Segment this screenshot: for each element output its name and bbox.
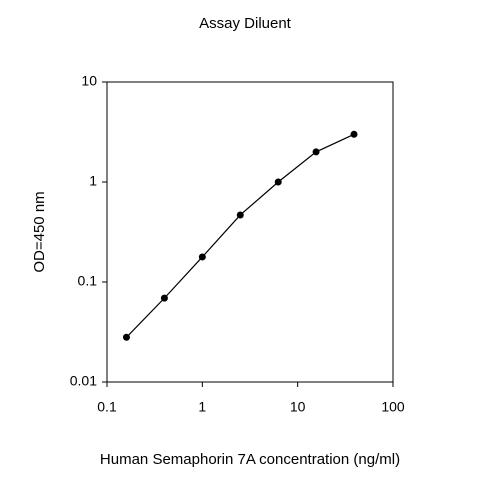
data-point — [236, 211, 244, 219]
data-point — [350, 130, 358, 138]
data-point — [160, 294, 168, 302]
plot-frame — [106, 81, 394, 383]
chart-title: Assay Diluent — [199, 15, 292, 32]
data-point — [198, 253, 206, 261]
y-tick-label: 1 — [89, 173, 97, 189]
y-axis-label: OD=450 nm — [31, 191, 48, 272]
x-tick-label: 10 — [290, 399, 306, 415]
y-tick-label: 10 — [81, 73, 97, 89]
x-axis-label: Human Semaphorin 7A concentration (ng/ml… — [100, 451, 400, 468]
y-tick-label: 0.01 — [70, 373, 97, 389]
series-line — [126, 133, 355, 338]
y-tick-label: 0.1 — [78, 273, 98, 289]
data-point — [274, 178, 282, 186]
data-point — [122, 333, 130, 341]
x-tick-label: 0.1 — [97, 399, 117, 415]
data-point — [312, 148, 320, 156]
x-tick-label: 100 — [381, 399, 405, 415]
x-tick-label: 1 — [198, 399, 206, 415]
